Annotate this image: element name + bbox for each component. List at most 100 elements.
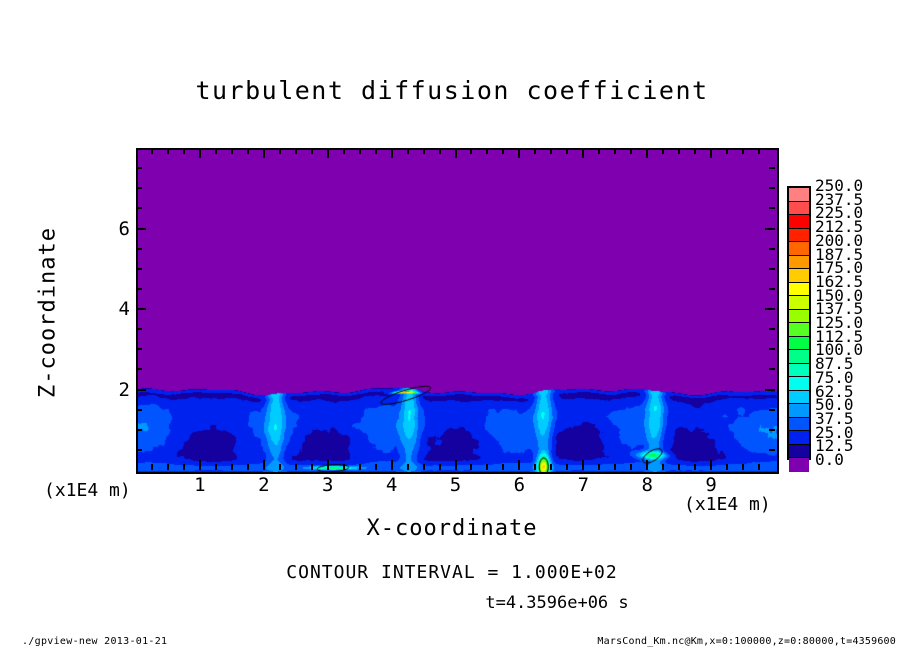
x-tick-minor-top xyxy=(214,148,217,154)
x-tick-minor-top xyxy=(742,148,745,154)
x-tick-minor-top xyxy=(422,148,425,154)
colorbar-tick-label: 200.0 xyxy=(815,230,864,250)
y-tick-minor xyxy=(136,328,142,331)
y-tick-major-right xyxy=(765,388,775,391)
colorbar-band xyxy=(789,390,809,404)
x-tick-minor xyxy=(758,464,761,470)
x-tick-label: 6 xyxy=(513,474,526,496)
x-tick-minor-top xyxy=(182,148,185,154)
colorbar-tick-label: 112.5 xyxy=(815,326,864,346)
x-tick-major-top xyxy=(710,148,713,158)
x-tick-minor xyxy=(438,464,441,470)
x-tick-major xyxy=(582,460,585,470)
x-tick-minor-top xyxy=(230,148,233,154)
colorbar-band xyxy=(789,323,809,337)
y-tick-minor-right xyxy=(769,368,775,371)
x-tick-major xyxy=(390,460,393,470)
y-tick-minor xyxy=(136,448,142,451)
colorbar-band xyxy=(789,417,809,431)
x-tick-minor xyxy=(230,464,233,470)
x-tick-major-top xyxy=(262,148,265,158)
y-tick-major xyxy=(136,308,146,310)
y-tick-major xyxy=(136,227,146,230)
x-tick-label: 9 xyxy=(705,474,717,496)
x-tick-minor xyxy=(502,464,505,470)
x-tick-minor-top xyxy=(662,148,665,154)
colorbar-tick-label: 0.0 xyxy=(815,450,844,469)
colorbar-band xyxy=(789,431,809,445)
colorbar-band xyxy=(789,363,809,377)
y-tick-minor-right xyxy=(769,287,775,290)
y-tick-minor xyxy=(136,207,142,210)
colorbar-tick-label: 100.0 xyxy=(815,340,864,360)
x-tick-major xyxy=(198,460,201,470)
x-tick-minor xyxy=(294,464,297,470)
x-tick-minor xyxy=(150,464,153,470)
x-tick-minor xyxy=(550,464,553,470)
x-tick-minor xyxy=(358,464,361,470)
x-tick-minor xyxy=(166,464,169,470)
timestamp-note: t=4.3596e+06 s xyxy=(485,593,629,613)
x-tick-minor xyxy=(614,464,617,470)
y-axis-unit: (x1E4 m) xyxy=(44,480,131,501)
x-tick-minor-top xyxy=(726,148,729,154)
colorbar-tick-label: 50.0 xyxy=(815,395,854,415)
x-tick-minor xyxy=(422,464,425,470)
x-tick-major-top xyxy=(582,148,585,158)
y-tick-minor-right xyxy=(769,348,775,351)
x-tick-minor xyxy=(310,464,313,470)
colorbar xyxy=(787,186,811,472)
footer-command: ./gpview-new 2013-01-21 xyxy=(22,636,168,647)
x-tick-minor-top xyxy=(614,148,617,154)
x-tick-major xyxy=(454,460,457,470)
y-tick-minor xyxy=(136,167,142,170)
colorbar-tick-label: 187.5 xyxy=(815,244,864,264)
x-tick-minor xyxy=(694,464,697,470)
x-tick-major-top xyxy=(326,148,329,158)
colorbar-tick-label: 250.0 xyxy=(815,176,864,195)
colorbar-band xyxy=(789,404,809,418)
x-tick-minor-top xyxy=(758,148,761,154)
x-tick-major-top xyxy=(646,148,649,158)
colorbar-band xyxy=(789,269,809,283)
x-tick-major xyxy=(262,460,265,470)
x-tick-minor xyxy=(374,464,377,470)
x-tick-minor xyxy=(246,464,249,470)
x-tick-minor xyxy=(486,464,489,470)
x-tick-minor-top xyxy=(550,148,553,154)
x-tick-minor-top xyxy=(438,148,441,154)
colorbar-band xyxy=(789,350,809,364)
x-tick-minor xyxy=(630,464,633,470)
plot-area xyxy=(136,148,779,474)
colorbar-band xyxy=(789,377,809,391)
x-tick-label: 8 xyxy=(641,474,653,496)
y-tick-major-right xyxy=(765,308,775,310)
x-tick-minor-top xyxy=(502,148,505,154)
x-tick-label: 7 xyxy=(577,474,590,496)
x-tick-label: 1 xyxy=(194,474,206,496)
y-tick-label: 6 xyxy=(118,217,130,240)
colorbar-tick-label: 162.5 xyxy=(815,271,864,291)
colorbar-tick-label: 150.0 xyxy=(815,285,864,305)
y-tick-minor-right xyxy=(769,428,775,431)
x-tick-minor-top xyxy=(278,148,281,154)
colorbar-labels: 250.0 237.5 225.0 212.5 200.0 187.5 175.0 162.5… xyxy=(815,176,895,469)
x-tick-minor-top xyxy=(310,148,313,154)
x-tick-major-top xyxy=(198,148,201,158)
x-tick-minor-top xyxy=(470,148,473,154)
x-tick-minor xyxy=(214,464,217,470)
x-tick-major xyxy=(518,460,521,470)
y-tick-minor xyxy=(136,267,142,270)
x-tick-minor xyxy=(342,464,345,470)
y-tick-major xyxy=(136,388,146,391)
y-tick-minor xyxy=(136,187,142,190)
colorbar-tick-label: 25.0 xyxy=(815,422,854,442)
colorbar-tick-label: 212.5 xyxy=(815,217,864,237)
x-tick-minor-top xyxy=(374,148,377,154)
colorbar-tick-label: 37.5 xyxy=(815,408,854,428)
colorbar-tick-label: 62.5 xyxy=(815,381,854,401)
colorbar-tick-label: 87.5 xyxy=(815,354,854,374)
y-tick-minor xyxy=(136,408,142,411)
y-tick-label: 4 xyxy=(118,298,130,320)
x-tick-minor xyxy=(678,464,681,470)
